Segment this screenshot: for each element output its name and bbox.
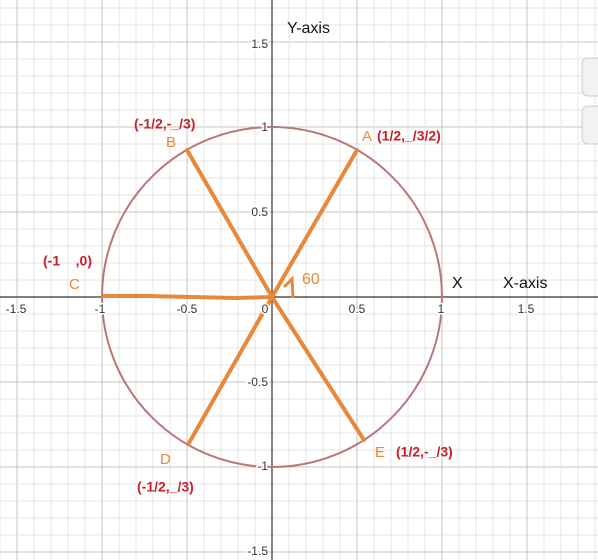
point-coords: (1/2,-_/3) bbox=[396, 444, 453, 460]
side-button[interactable] bbox=[581, 105, 598, 145]
point-coords: (-1/2,_/3) bbox=[137, 479, 194, 495]
point-coords: (-1 ,0) bbox=[43, 253, 92, 269]
x-tick-label: 0.5 bbox=[349, 302, 366, 316]
side-button[interactable] bbox=[581, 57, 598, 97]
y-tick-label: 0.5 bbox=[251, 205, 268, 219]
point-coords: (1/2,_/3/2) bbox=[377, 128, 441, 144]
x-tick-label: -1.5 bbox=[6, 302, 27, 316]
radius-e bbox=[270, 295, 366, 442]
x-tick-label: 1 bbox=[438, 302, 445, 316]
point-name: D bbox=[160, 451, 171, 468]
point-coords: (-1/2,-_/3) bbox=[134, 116, 195, 132]
point-name: A bbox=[362, 128, 372, 145]
radius-a bbox=[270, 148, 359, 299]
x-marker: X bbox=[452, 275, 463, 292]
angle-label: 60 bbox=[302, 271, 320, 288]
radius-b bbox=[185, 148, 274, 299]
x-tick-label: -0.5 bbox=[177, 302, 198, 316]
y-tick-label: 1 bbox=[261, 120, 268, 134]
radius-c bbox=[102, 294, 274, 301]
y-tick-label: -1 bbox=[257, 459, 268, 473]
point-name: C bbox=[69, 276, 80, 293]
angle-mark bbox=[282, 275, 295, 299]
unit-circle bbox=[101, 126, 443, 468]
x-axis-title: X-axis bbox=[503, 275, 547, 292]
y-tick-label: -1.5 bbox=[247, 544, 268, 558]
radii bbox=[102, 148, 366, 445]
point-name: E bbox=[375, 444, 385, 461]
x-tick-label: 1.5 bbox=[518, 302, 535, 316]
point-name: B bbox=[166, 134, 176, 151]
x-tick-label: 0 bbox=[262, 302, 269, 316]
x-tick-label: -1 bbox=[95, 302, 106, 316]
y-tick-label: -0.5 bbox=[247, 375, 268, 389]
y-axis-title: Y-axis bbox=[287, 20, 330, 37]
y-tick-label: 1.5 bbox=[251, 37, 268, 51]
radius-d bbox=[187, 295, 274, 445]
